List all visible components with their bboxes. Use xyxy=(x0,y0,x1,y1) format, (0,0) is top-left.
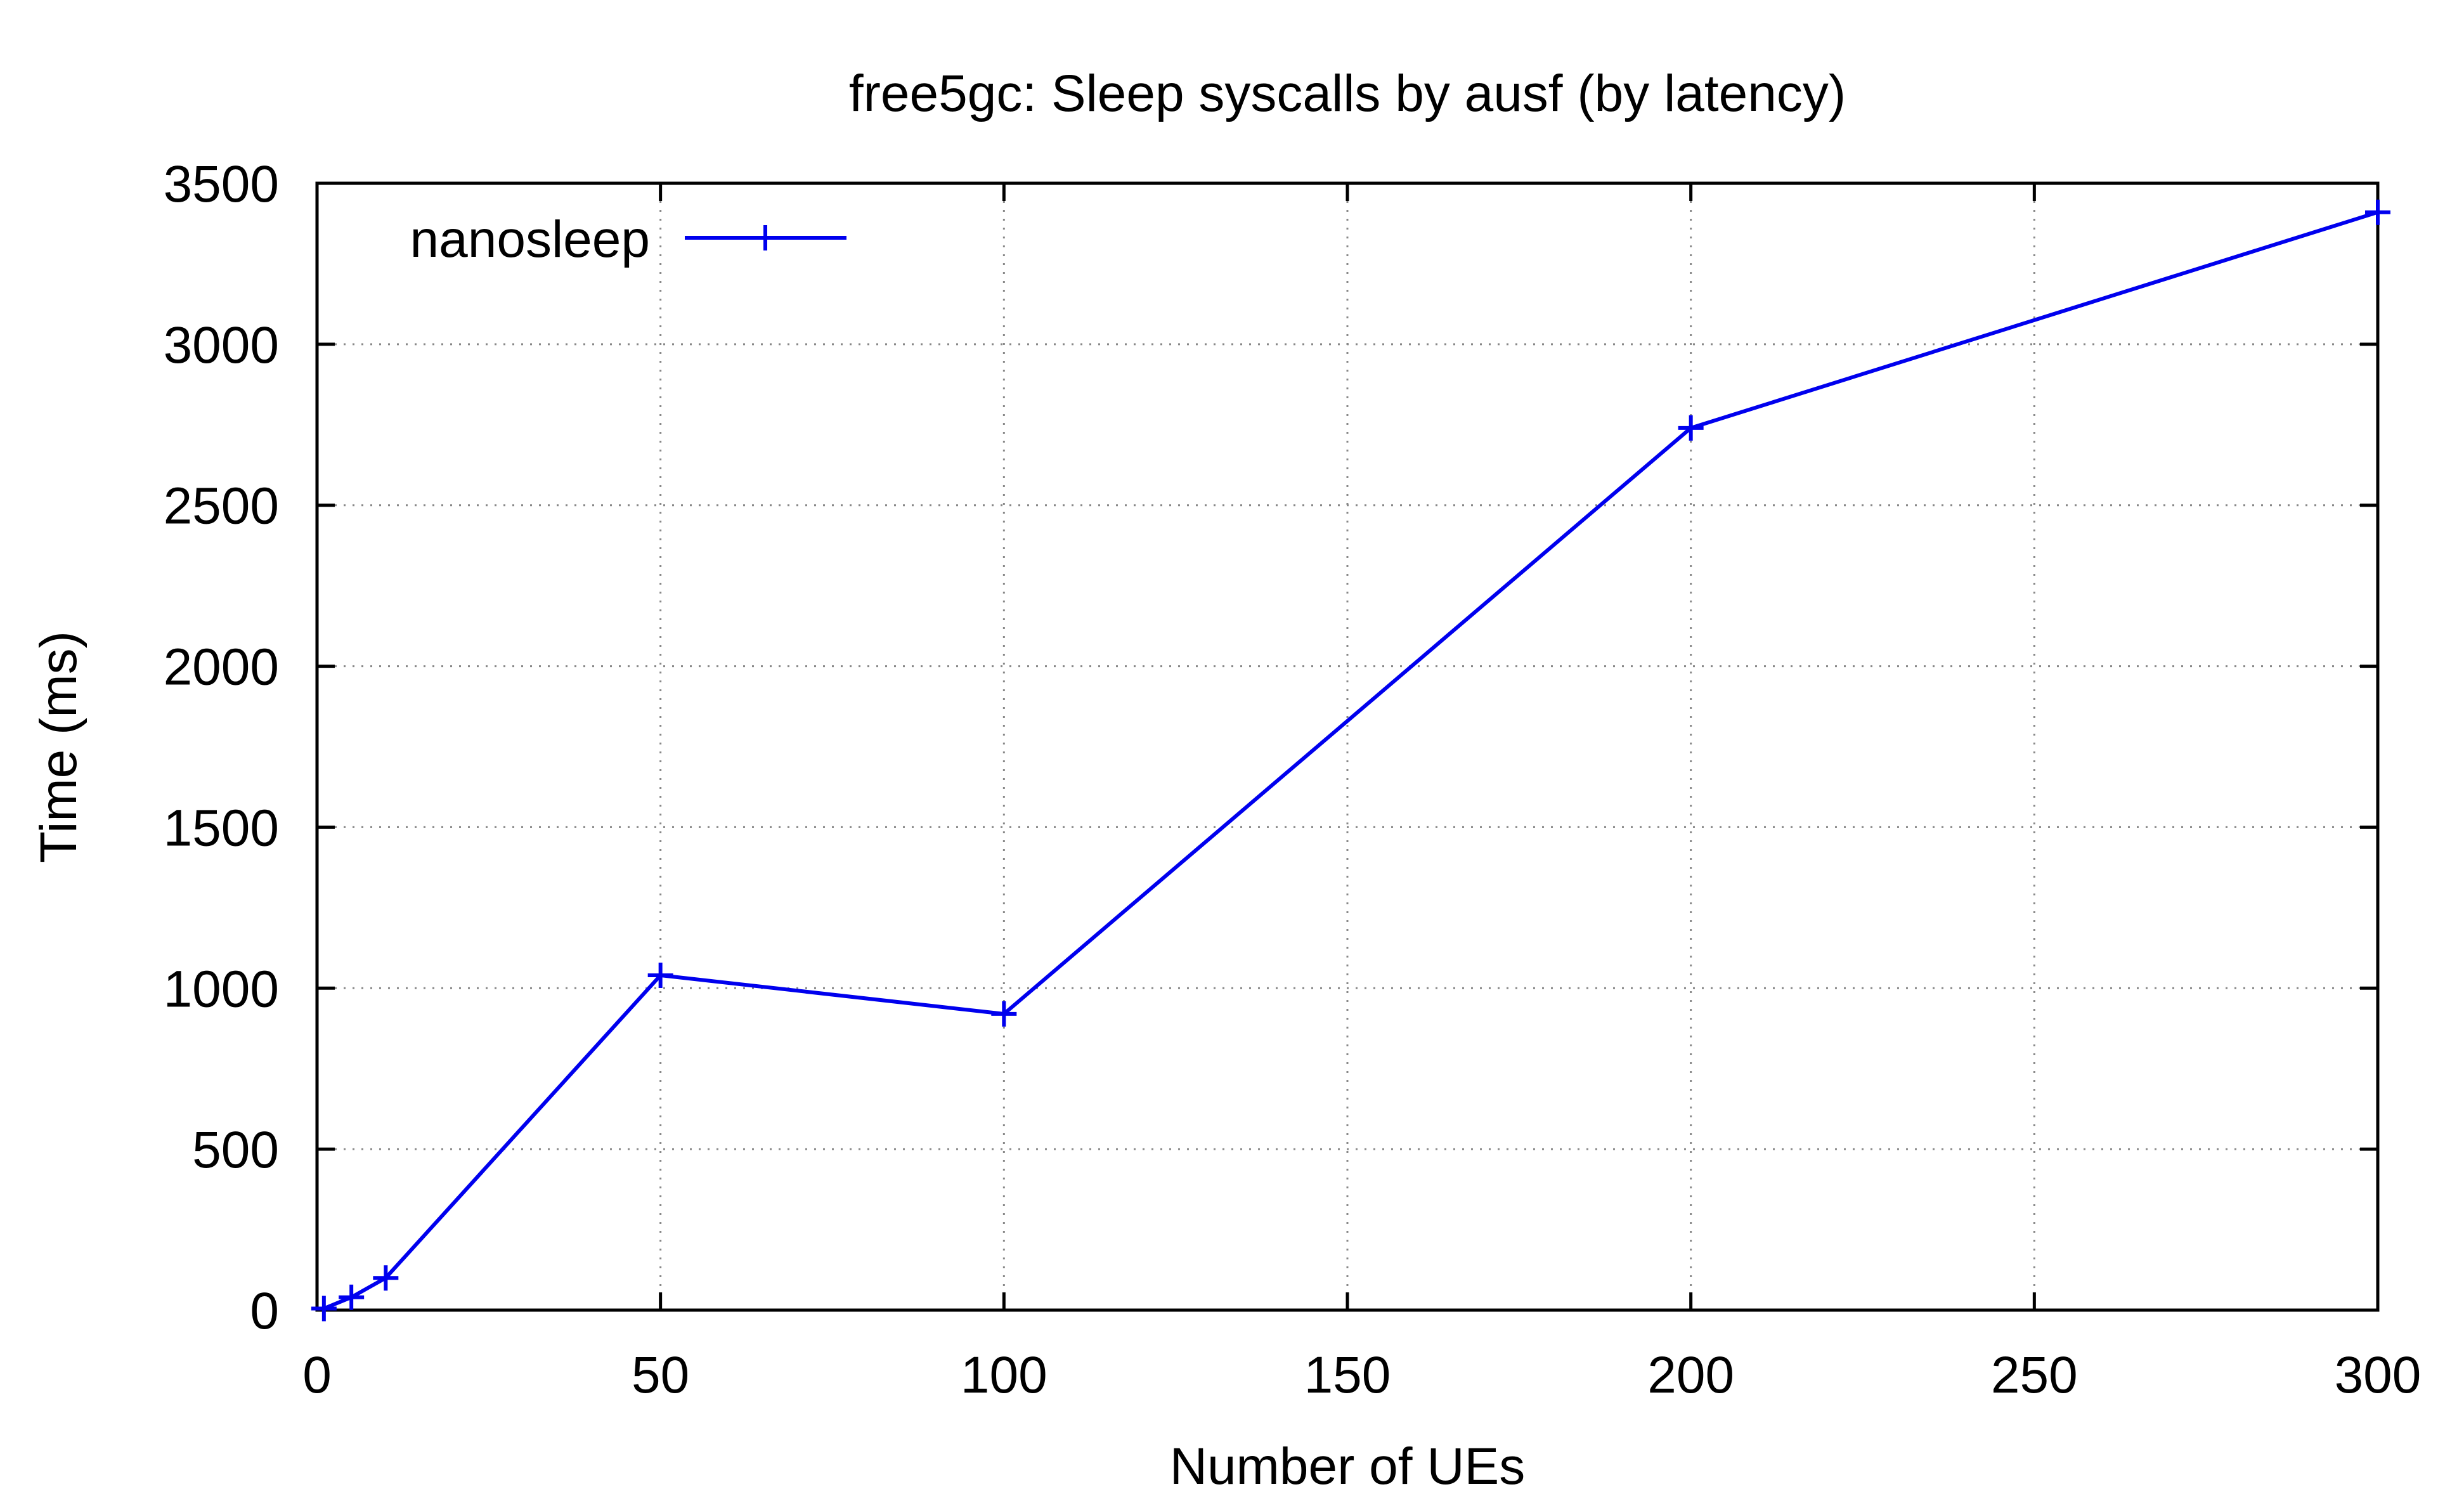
legend-marker xyxy=(753,225,778,250)
data-point-marker xyxy=(311,1296,337,1322)
x-tick-label: 200 xyxy=(1647,1346,1734,1404)
y-tick-label: 3000 xyxy=(164,316,279,374)
x-tick-label: 300 xyxy=(2335,1346,2422,1404)
y-tick-label: 500 xyxy=(192,1121,279,1179)
legend: nanosleep xyxy=(410,211,846,268)
x-tick-labels: 0 50 100 150 200 250 300 xyxy=(302,1346,2421,1404)
data-point-marker xyxy=(991,1001,1017,1027)
x-tick-label: 50 xyxy=(632,1346,689,1404)
y-axis-label: Time (ms) xyxy=(30,631,88,863)
x-tick-label: 0 xyxy=(302,1346,332,1404)
y-tick-label: 2000 xyxy=(164,639,279,696)
data-point-marker xyxy=(1678,415,1704,441)
y-tick-labels: 0 500 1000 1500 2000 2500 3000 3500 xyxy=(164,155,279,1340)
legend-label: nanosleep xyxy=(410,211,650,268)
y-tick-label: 1500 xyxy=(164,799,279,857)
x-tick-label: 100 xyxy=(961,1346,1047,1404)
plot-frame xyxy=(315,181,2380,1312)
x-tick-label: 150 xyxy=(1304,1346,1391,1404)
data-point-marker xyxy=(373,1265,399,1291)
data-point-marker xyxy=(2365,199,2390,225)
grid-lines xyxy=(317,183,2378,1310)
data-point-marker xyxy=(647,962,673,988)
y-tick-label: 0 xyxy=(250,1282,279,1340)
y-tick-label: 2500 xyxy=(164,478,279,535)
y-tick-label: 1000 xyxy=(164,960,279,1018)
y-tick-label: 3500 xyxy=(164,155,279,213)
x-tick-label: 250 xyxy=(1991,1346,2078,1404)
chart-title: free5gc: Sleep syscalls by ausf (by late… xyxy=(849,65,1846,122)
series-group xyxy=(311,199,2390,1322)
data-point-marker xyxy=(339,1284,365,1310)
x-axis-label: Number of UEs xyxy=(1170,1438,1526,1495)
